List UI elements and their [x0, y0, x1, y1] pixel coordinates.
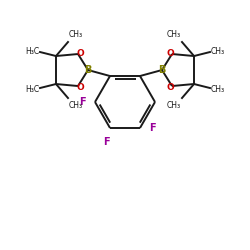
Text: CH₃: CH₃ — [211, 84, 225, 94]
Text: F: F — [80, 97, 86, 107]
Text: O: O — [76, 82, 84, 92]
Text: O: O — [166, 82, 174, 92]
Text: F: F — [149, 123, 156, 133]
Text: CH₃: CH₃ — [167, 101, 181, 110]
Text: B: B — [84, 65, 92, 75]
Text: H₃C: H₃C — [25, 84, 39, 94]
Text: H₃C: H₃C — [25, 46, 39, 56]
Text: CH₃: CH₃ — [69, 101, 83, 110]
Text: CH₃: CH₃ — [167, 30, 181, 39]
Text: CH₃: CH₃ — [69, 30, 83, 39]
Text: O: O — [76, 48, 84, 58]
Text: O: O — [166, 48, 174, 58]
Text: B: B — [158, 65, 166, 75]
Text: CH₃: CH₃ — [211, 46, 225, 56]
Text: F: F — [103, 137, 109, 147]
